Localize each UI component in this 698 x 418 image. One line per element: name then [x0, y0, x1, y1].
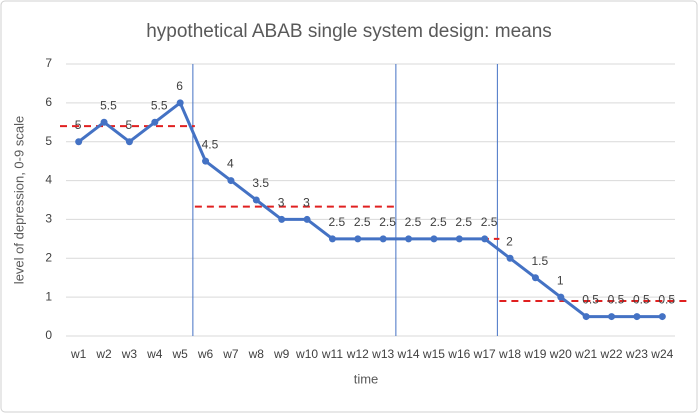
x-axis-label: time [354, 371, 379, 386]
data-point [328, 235, 336, 243]
data-point [379, 235, 387, 243]
y-tick-label: 5 [45, 134, 52, 148]
y-tick-label: 6 [45, 95, 52, 109]
data-point [100, 118, 108, 126]
x-tick-label: w23 [625, 347, 648, 361]
y-axis-label: level of depression, 0-9 scale [11, 116, 26, 284]
data-label: 5 [125, 118, 132, 132]
data-point [202, 157, 210, 165]
x-tick-label: w22 [600, 347, 623, 361]
x-tick-label: w13 [371, 347, 394, 361]
data-label: 3 [303, 196, 310, 210]
y-tick-label: 3 [45, 212, 52, 226]
y-tick-label: 1 [45, 289, 52, 303]
data-label: 0.5 [658, 293, 675, 307]
x-tick-label: w8 [248, 347, 265, 361]
data-label: 2 [506, 234, 513, 248]
y-tick-label: 0 [45, 328, 52, 342]
chart-title: hypothetical ABAB single system design: … [146, 21, 552, 42]
x-tick-label: w15 [422, 347, 445, 361]
data-point [455, 235, 463, 243]
data-point [430, 235, 438, 243]
data-label: 0.5 [633, 293, 650, 307]
data-point [633, 313, 641, 321]
data-point [252, 196, 260, 204]
x-tick-label: w9 [273, 347, 290, 361]
data-label: 2.5 [379, 215, 396, 229]
data-point [405, 235, 413, 243]
data-label: 1 [557, 273, 564, 287]
x-tick-label: w18 [498, 347, 521, 361]
x-tick-label: w24 [650, 347, 673, 361]
data-point [303, 215, 311, 223]
x-tick-label: w21 [574, 347, 597, 361]
data-point [531, 274, 539, 282]
x-tick-label: w2 [95, 347, 112, 361]
data-label: 0.5 [608, 293, 625, 307]
data-point [608, 313, 616, 321]
x-tick-label: w11 [321, 347, 343, 361]
data-point [506, 254, 514, 262]
data-label: 2.5 [328, 215, 345, 229]
x-tick-label: w1 [70, 347, 87, 361]
data-point [227, 177, 235, 185]
x-tick-label: w6 [197, 347, 214, 361]
data-point [151, 118, 159, 126]
data-label: 3 [278, 196, 285, 210]
data-label: 5.5 [151, 98, 168, 112]
x-tick-label: w17 [473, 347, 496, 361]
data-point [354, 235, 362, 243]
data-label: 0.5 [582, 293, 599, 307]
x-tick-label: w20 [549, 347, 572, 361]
x-tick-label: w16 [447, 347, 470, 361]
data-label: 2.5 [430, 215, 447, 229]
data-point [278, 215, 286, 223]
x-tick-label: w19 [523, 347, 546, 361]
data-point [481, 235, 489, 243]
x-tick-label: w12 [346, 347, 369, 361]
data-label: 3.5 [252, 176, 269, 190]
x-tick-label: w5 [172, 347, 189, 361]
data-label: 2.5 [481, 215, 498, 229]
x-tick-label: w4 [146, 347, 163, 361]
data-label: 6 [176, 79, 183, 93]
x-tick-label: w10 [295, 347, 318, 361]
data-label: 5.5 [100, 98, 117, 112]
data-label: 2.5 [354, 215, 371, 229]
data-point [176, 99, 184, 107]
data-line [77, 101, 663, 319]
data-label: 2.5 [405, 215, 422, 229]
data-label: 5 [75, 118, 82, 132]
data-label: 2.5 [455, 215, 472, 229]
y-tick-label: 2 [45, 250, 52, 264]
y-tick-label: 7 [45, 56, 52, 70]
data-point [125, 138, 133, 146]
data-point [582, 313, 590, 321]
data-label: 4 [227, 157, 234, 171]
data-label: 4.5 [202, 137, 219, 151]
data-point [75, 138, 83, 146]
data-label: 1.5 [531, 254, 548, 268]
data-point [658, 313, 666, 321]
data-point [557, 293, 565, 301]
x-tick-label: w7 [222, 347, 239, 361]
x-tick-label: w14 [397, 347, 420, 361]
y-tick-label: 4 [45, 173, 52, 187]
x-tick-label: w3 [121, 347, 138, 361]
